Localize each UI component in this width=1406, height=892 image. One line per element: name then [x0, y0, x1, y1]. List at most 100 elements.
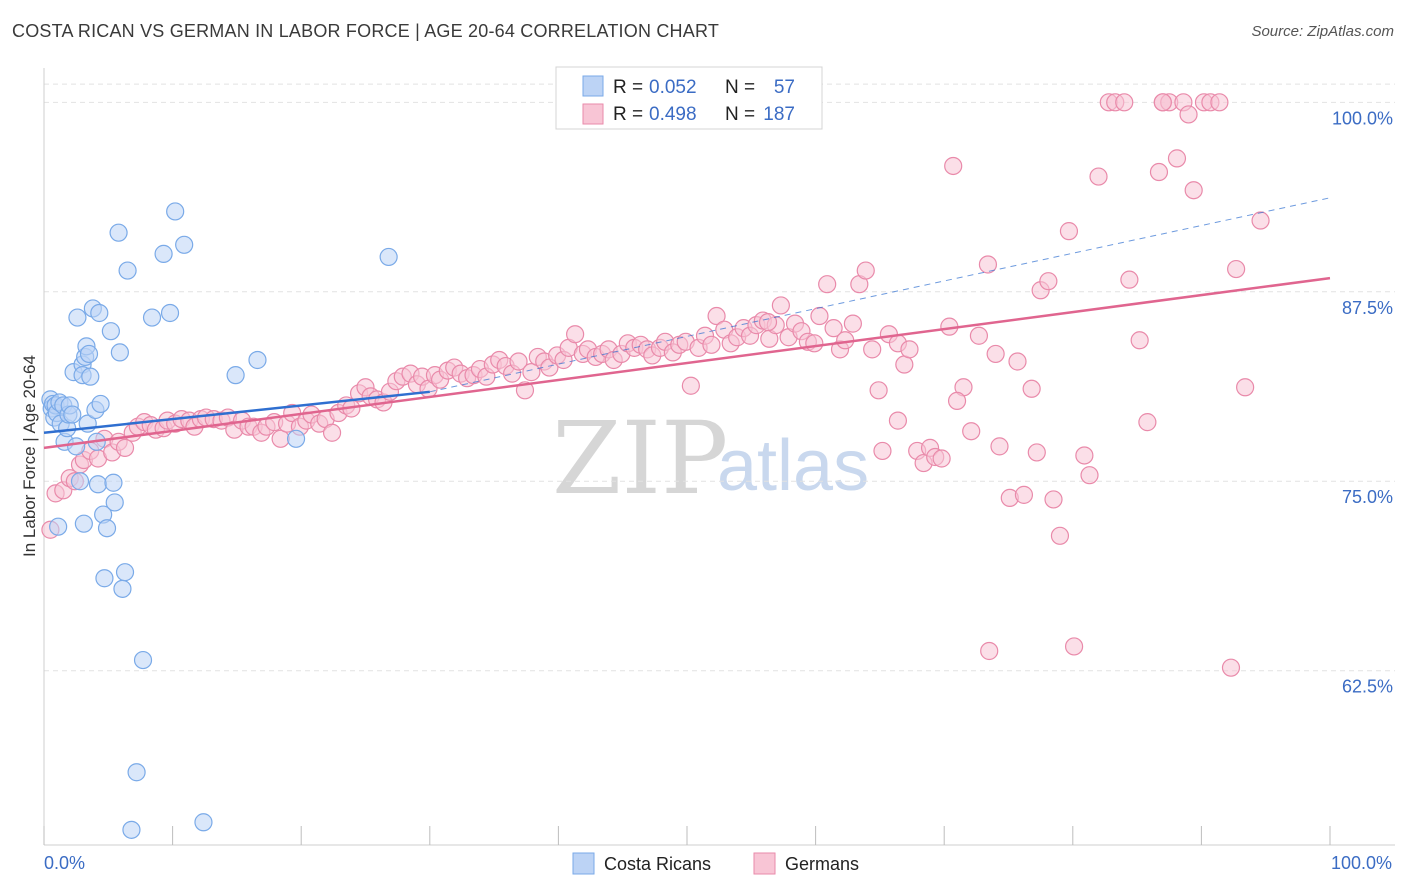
german-point [1050, 526, 1070, 545]
german-point [978, 255, 998, 274]
costa-rican-point [101, 322, 120, 341]
german-point [810, 306, 829, 326]
costa-rican-point [67, 437, 86, 456]
german-point [1138, 413, 1157, 432]
german-point [1044, 490, 1063, 509]
german-point [947, 391, 967, 411]
costa-rican-point [248, 350, 267, 370]
x-tick-labels: 0.0% 100.0% [44, 853, 1392, 873]
costa-rican-point [95, 569, 114, 588]
german-point [1120, 270, 1139, 289]
german-point [1149, 162, 1169, 182]
legend-n-value-2: 187 [763, 104, 795, 125]
x-tick-label-min: 0.0% [44, 853, 85, 873]
costa-rican-point [90, 303, 109, 323]
bottom-legend-swatch-costa-ricans [572, 852, 595, 875]
chart-source: Source: ZipAtlas.com [1251, 23, 1394, 40]
german-point [863, 340, 882, 359]
german-point [771, 296, 790, 315]
costa-rican-point [74, 514, 93, 533]
german-point [1008, 352, 1027, 371]
german-point [856, 261, 875, 280]
german-point [969, 326, 989, 345]
german-point [888, 411, 908, 430]
gridlines [44, 83, 1395, 672]
costa-rican-point [79, 344, 99, 364]
costa-rican-point [110, 343, 129, 362]
german-point [271, 429, 290, 448]
german-point [873, 441, 892, 461]
costa-rican-point [154, 244, 173, 263]
german-point [1075, 446, 1094, 465]
german-point [1014, 485, 1034, 504]
costa-rican-point [194, 813, 213, 832]
y-tick-label: 75.0% [1342, 487, 1393, 507]
y-tick-label: 62.5% [1342, 677, 1393, 697]
german-point [1089, 167, 1108, 186]
y-tick-labels: 100.0% 87.5% 75.0% 62.5% [1332, 108, 1393, 696]
german-point [1236, 378, 1255, 397]
costa-rican-point [63, 405, 82, 424]
costa-rican-point [49, 517, 68, 536]
costa-rican-point [105, 493, 124, 512]
costa-rican-point [118, 261, 137, 280]
series-costa-ricans-points [41, 202, 398, 839]
costa-rican-point [166, 202, 185, 221]
german-point [1064, 637, 1084, 656]
costa-rican-point [91, 394, 110, 414]
costa-rican-point [113, 579, 132, 598]
german-point [962, 422, 981, 441]
german-point [869, 381, 888, 400]
german-point [1184, 181, 1203, 200]
trend-lines [43, 197, 1331, 450]
series-germans-points [41, 93, 1270, 677]
costa-rican-point [286, 429, 306, 448]
legend-swatch-costa-ricans [582, 75, 604, 97]
x-tick-label-max: 100.0% [1331, 853, 1392, 873]
german-point [1022, 379, 1041, 398]
chart-title: COSTA RICAN VS GERMAN IN LABOR FORCE | A… [12, 21, 720, 41]
costa-rican-point [142, 308, 162, 327]
costa-rican-point [88, 475, 108, 494]
y-tick-label: 87.5% [1342, 298, 1393, 318]
bottom-legend-label-costa-ricans: Costa Ricans [604, 854, 711, 874]
german-point [990, 437, 1009, 456]
costa-rican-point [160, 303, 180, 323]
german-point [522, 363, 541, 382]
german-point [944, 156, 963, 176]
german-point [566, 325, 585, 344]
bottom-legend-label-germans: Germans [785, 854, 859, 874]
german-point [1210, 93, 1229, 112]
legend-n-value-1: 57 [774, 77, 795, 98]
german-point [1027, 443, 1046, 462]
costa-rican-point [104, 473, 123, 492]
costa-rican-point [127, 763, 146, 782]
german-point [986, 344, 1005, 364]
german-point [1179, 105, 1198, 124]
german-point [824, 319, 843, 338]
watermark-atlas: atlas [717, 426, 869, 506]
bottom-legend-swatch-germans [753, 852, 776, 875]
german-point [1153, 93, 1172, 112]
legend-r-label-2: R = [613, 104, 643, 125]
german-point [843, 314, 862, 333]
german-point [1080, 466, 1099, 485]
german-point [1115, 93, 1134, 112]
german-point [115, 438, 135, 457]
legend-r-label-1: R = [613, 77, 643, 98]
costa-ricans-trend-line [43, 390, 430, 434]
costa-rican-point [175, 235, 194, 254]
german-point [1059, 222, 1079, 241]
german-point [1130, 331, 1149, 350]
costa-rican-point [379, 247, 398, 267]
bottom-legend: Costa Ricans Germans [572, 852, 859, 875]
costa-rican-point [122, 820, 141, 839]
german-point [707, 306, 726, 326]
costa-rican-point [226, 366, 245, 385]
german-point [681, 376, 700, 395]
legend-n-label-2: N = [725, 104, 755, 125]
costa-rican-point [115, 563, 135, 582]
legend-r-value-1: 0.052 [649, 77, 697, 98]
german-point [1167, 149, 1187, 168]
